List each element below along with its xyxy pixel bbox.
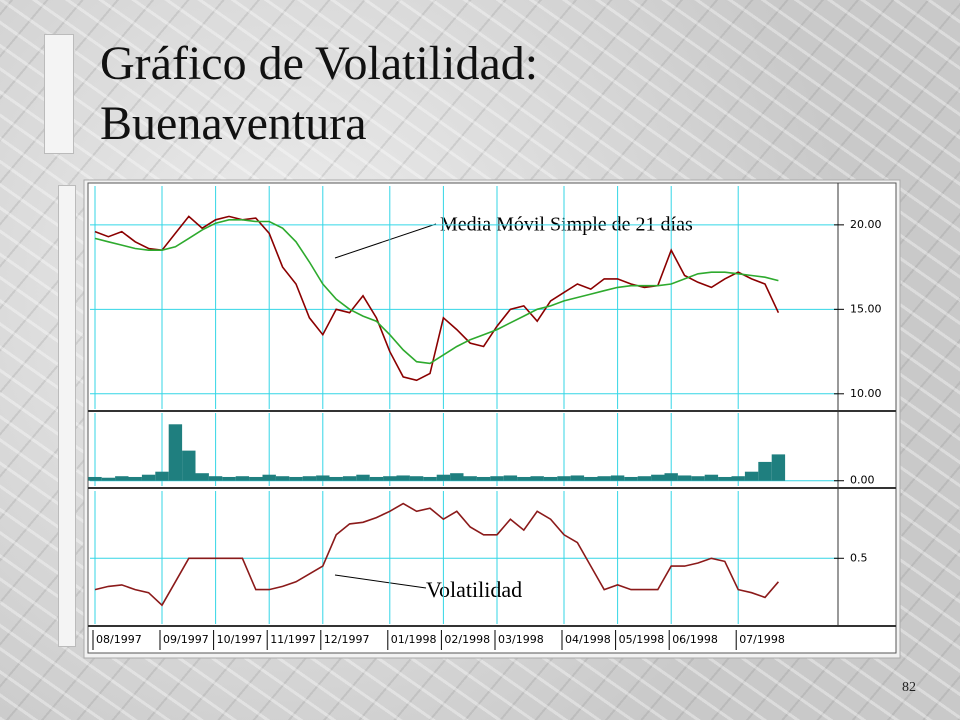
bar xyxy=(610,475,625,481)
series-line xyxy=(94,219,779,365)
slide-title: Gráfico de Volatilidad: Buenaventura xyxy=(100,37,539,150)
bar xyxy=(155,471,169,481)
bar xyxy=(557,476,571,481)
x-tick-label: 07/1998 xyxy=(739,633,785,646)
bar xyxy=(128,476,142,481)
bar xyxy=(182,450,196,481)
series-line xyxy=(94,502,780,607)
bar xyxy=(677,475,692,481)
bar xyxy=(302,476,317,481)
bar xyxy=(141,474,156,481)
x-tick-label: 06/1998 xyxy=(672,633,718,646)
x-tick-label: 12/1997 xyxy=(324,633,370,646)
bar xyxy=(704,474,719,481)
bar xyxy=(168,424,183,481)
bar xyxy=(88,476,102,481)
bar xyxy=(597,476,611,481)
bar xyxy=(624,476,638,481)
bar xyxy=(383,476,397,481)
bar xyxy=(115,476,129,481)
bar xyxy=(651,474,665,481)
bar xyxy=(691,476,705,481)
leader-line xyxy=(334,223,437,259)
bar xyxy=(262,474,276,481)
bar xyxy=(249,476,263,481)
x-tick-label: 08/1997 xyxy=(96,633,142,646)
bar xyxy=(101,477,116,481)
y-tick-label: 10.00 xyxy=(850,387,882,400)
x-tick-label: 01/1998 xyxy=(391,633,437,646)
leader-line xyxy=(334,574,427,589)
annotation: Volatilidad xyxy=(426,577,522,602)
bar xyxy=(195,473,209,481)
bar xyxy=(329,476,343,481)
y-tick-label: 20.00 xyxy=(850,218,882,231)
bar xyxy=(584,476,598,481)
bar xyxy=(450,473,464,481)
bar xyxy=(289,476,303,481)
bar xyxy=(731,476,745,481)
page-number: 82 xyxy=(902,680,916,695)
x-tick-label: 04/1998 xyxy=(565,633,611,646)
decoration xyxy=(58,185,76,647)
bar xyxy=(342,476,357,481)
bar xyxy=(744,471,759,481)
bar xyxy=(235,476,250,481)
bar xyxy=(503,475,518,481)
bar xyxy=(316,475,330,481)
bar xyxy=(476,476,491,481)
bar xyxy=(570,475,585,481)
bar xyxy=(530,476,544,481)
bar xyxy=(222,476,236,481)
bar xyxy=(543,476,558,481)
bar xyxy=(369,476,384,481)
bar xyxy=(718,476,732,481)
y-tick-label: 15.00 xyxy=(850,302,882,315)
bar xyxy=(396,475,410,481)
x-tick-label: 05/1998 xyxy=(619,633,665,646)
y-tick-label: 0.5 xyxy=(850,551,868,564)
bar xyxy=(664,473,678,481)
x-tick-label: 02/1998 xyxy=(444,633,490,646)
bar xyxy=(208,476,223,481)
series-line xyxy=(94,215,780,382)
bar xyxy=(517,476,531,481)
bar xyxy=(356,474,370,481)
bar xyxy=(771,454,786,481)
bar xyxy=(637,476,652,481)
plot-background xyxy=(87,182,897,654)
bar xyxy=(463,476,477,481)
x-tick-label: 03/1998 xyxy=(498,633,544,646)
bar xyxy=(275,476,290,481)
bar xyxy=(423,476,437,481)
x-tick-label: 11/1997 xyxy=(270,633,316,646)
bar xyxy=(490,476,504,481)
x-tick-label: 09/1997 xyxy=(163,633,209,646)
x-tick-label: 10/1997 xyxy=(217,633,263,646)
bar xyxy=(436,474,451,481)
y-tick-label: 0.00 xyxy=(850,474,875,487)
bar xyxy=(409,476,424,481)
decoration xyxy=(44,34,74,154)
bar xyxy=(758,461,772,481)
